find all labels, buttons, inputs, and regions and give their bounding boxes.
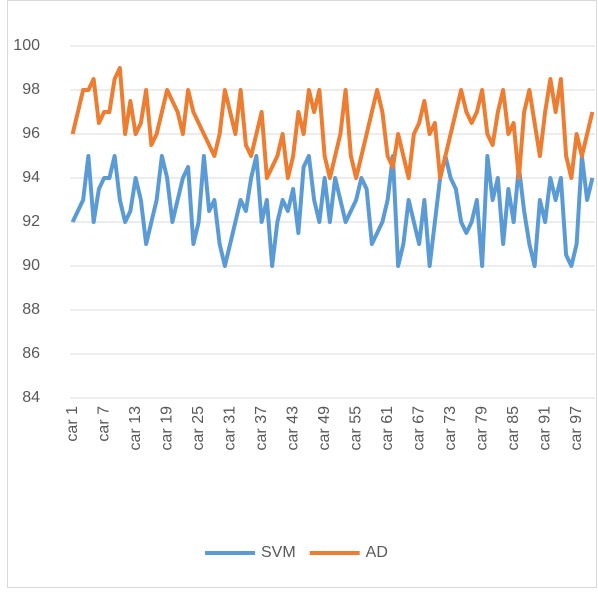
x-tick-label: car 61 (379, 406, 396, 451)
y-tick-label: 98 (22, 81, 40, 98)
y-tick-label: 86 (22, 345, 40, 362)
x-tick-label: car 31 (221, 406, 238, 451)
x-tick-label: car 67 (410, 406, 427, 451)
x-tick-label: car 49 (316, 406, 333, 451)
y-tick-label: 92 (22, 213, 40, 230)
series-line (70, 66, 595, 180)
x-tick-label: car 43 (284, 406, 301, 451)
x-tick-label: car 13 (127, 406, 144, 451)
x-tick-label: car 97 (568, 406, 585, 451)
x-tick-label: car 37 (253, 406, 270, 451)
x-tick-label: car 85 (505, 406, 522, 451)
y-tick-label: 90 (22, 257, 40, 274)
y-tick-label: 94 (22, 169, 40, 186)
x-tick-label: car 25 (190, 406, 207, 451)
chart-border (7, 0, 597, 588)
x-tick-label: car 1 (64, 406, 81, 442)
x-tick-label: car 7 (95, 406, 112, 442)
y-tick-label: 100 (13, 37, 40, 54)
legend-label: AD (366, 544, 388, 561)
y-tick-label: 96 (22, 125, 40, 142)
x-tick-label: car 73 (442, 406, 459, 451)
y-tick-label: 84 (22, 389, 40, 406)
x-tick-label: car 91 (536, 406, 553, 451)
series-line (70, 154, 595, 268)
x-tick-label: car 79 (473, 406, 490, 451)
y-tick-label: 88 (22, 301, 40, 318)
x-tick-label: car 19 (158, 406, 175, 451)
legend-label: SVM (261, 544, 296, 561)
x-tick-label: car 55 (347, 406, 364, 451)
